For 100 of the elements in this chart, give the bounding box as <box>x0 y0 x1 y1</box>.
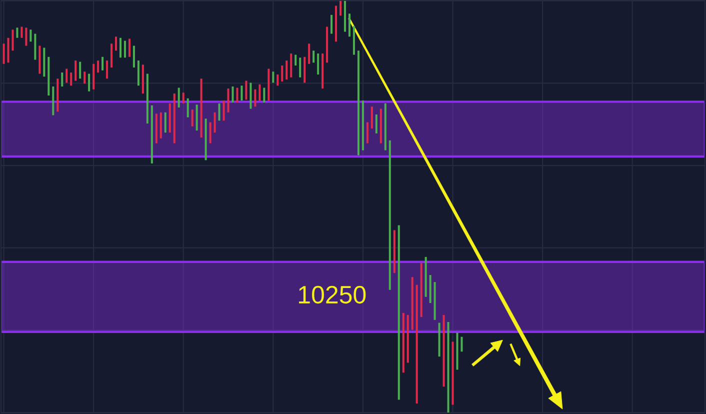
candlestick <box>420 263 422 318</box>
candlestick <box>272 72 274 83</box>
candlestick <box>348 14 350 37</box>
candlestick <box>155 114 158 144</box>
candlestick <box>106 60 108 79</box>
candlestick <box>137 60 140 86</box>
candlestick <box>339 0 342 16</box>
candlestick <box>191 110 194 126</box>
candlestick <box>406 314 409 363</box>
candlestick <box>214 112 216 133</box>
candlestick <box>236 88 238 103</box>
candlestick <box>128 38 130 57</box>
candlestick <box>56 78 59 112</box>
candlestick <box>442 314 445 387</box>
candlestick <box>263 88 266 103</box>
candlestick <box>398 225 400 400</box>
candlestick <box>110 44 113 68</box>
candlestick <box>388 140 391 290</box>
candlestick <box>335 6 338 42</box>
candlestick <box>304 56 306 83</box>
candlestick <box>102 56 104 70</box>
candlestick <box>286 60 288 80</box>
candlestick <box>281 65 284 82</box>
candlestick <box>326 26 328 63</box>
candlestick <box>186 98 189 118</box>
candlestick <box>232 86 234 103</box>
candlestick <box>30 30 32 42</box>
candlestick <box>196 104 198 131</box>
candlestick <box>452 342 454 405</box>
candlestick <box>380 108 382 144</box>
candlestick <box>240 86 243 100</box>
candlestick <box>119 38 122 58</box>
candlestick <box>308 44 310 64</box>
candlestick <box>222 100 225 121</box>
candlestick <box>254 89 256 107</box>
candlestick <box>375 114 378 134</box>
candlestick <box>384 103 386 150</box>
candlestick <box>178 88 180 108</box>
candlestick <box>182 92 184 104</box>
candlestick <box>66 68 68 83</box>
candlestick <box>97 60 100 72</box>
candlestick <box>114 36 118 51</box>
candlestick <box>16 28 18 38</box>
candlestick <box>209 122 212 144</box>
candlestick <box>322 54 324 89</box>
candlestick <box>460 336 463 352</box>
candlestick <box>74 60 77 81</box>
candlestick <box>88 74 90 92</box>
candlestick <box>438 322 440 357</box>
candlestick <box>393 230 396 273</box>
candlestick <box>299 58 302 78</box>
candlestick <box>411 277 414 330</box>
candlestick <box>160 112 162 138</box>
candlestick <box>204 118 207 160</box>
candlestick <box>132 46 135 68</box>
candlestick <box>84 72 86 84</box>
candlestick <box>38 46 41 74</box>
candlestick <box>52 86 54 116</box>
candlestick <box>317 54 320 75</box>
candlestick <box>294 54 297 66</box>
candlestick <box>218 103 220 121</box>
candlestick <box>2 44 5 64</box>
candlestick <box>79 62 82 79</box>
candlestick <box>456 332 458 370</box>
candlestick <box>312 50 315 63</box>
candlestick <box>424 256 427 297</box>
candlestick <box>362 100 364 150</box>
candlestick <box>200 78 202 138</box>
candlestick <box>34 34 36 60</box>
candlestick <box>12 30 14 51</box>
candlestick <box>92 64 95 90</box>
candlestick <box>290 54 292 78</box>
candlestick <box>142 64 144 94</box>
band-label: 10250 <box>299 286 366 304</box>
candlestick <box>370 106 373 128</box>
candlestick <box>124 40 126 58</box>
candlestick <box>150 105 153 164</box>
candlestick <box>61 72 64 86</box>
candlestick <box>43 48 46 77</box>
candlestick <box>330 14 333 34</box>
candlestick <box>258 84 261 100</box>
candlestick <box>250 82 252 109</box>
candlestick <box>447 322 450 413</box>
candlestick <box>416 284 418 404</box>
candlestick <box>402 312 404 373</box>
candlestick <box>7 38 10 63</box>
candlestick <box>25 28 28 46</box>
candlestick <box>434 282 436 320</box>
candlestick <box>227 88 230 112</box>
candlestick <box>268 68 270 100</box>
candlestick <box>168 103 171 133</box>
candlestick <box>429 275 432 304</box>
candlestick <box>357 50 360 156</box>
candlestick <box>352 26 355 55</box>
candlestick <box>20 26 23 38</box>
candlestick <box>173 93 176 144</box>
candlestick <box>366 122 368 144</box>
candlestick <box>276 74 279 86</box>
candlestick <box>344 0 346 32</box>
candlestick <box>245 80 248 100</box>
